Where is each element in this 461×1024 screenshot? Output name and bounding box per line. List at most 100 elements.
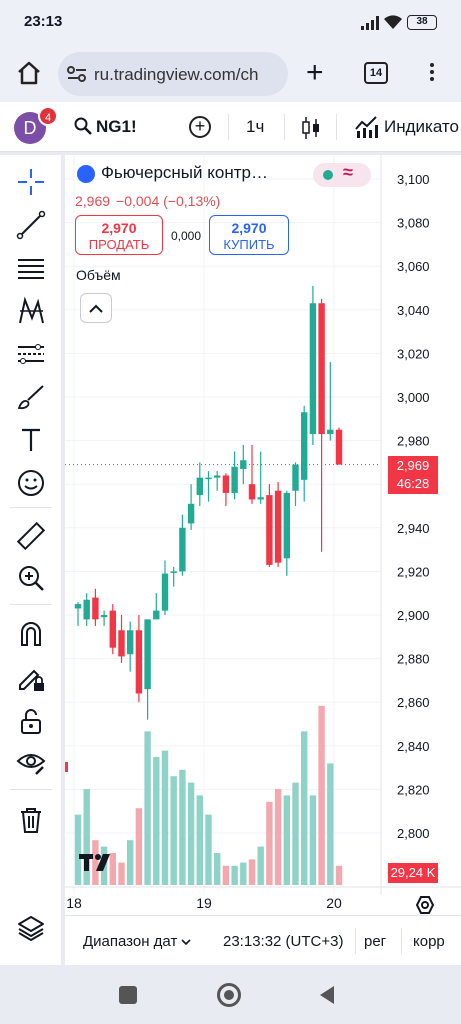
chart-panel[interactable]: 3,1003,0803,0603,0403,0203,0002,9802,960… (65, 155, 461, 965)
chart-bottom-bar: Диапазон дат 23:13:32 (UTC+3) рег корр (65, 915, 461, 965)
trade-buttons: 2,970 ПРОДАТЬ 0,000 2,970 КУПИТЬ (75, 215, 385, 259)
candle-body (335, 429, 343, 465)
tab-switcher-button[interactable]: 14 (364, 62, 388, 84)
trash-icon[interactable] (14, 803, 48, 837)
candle-body (222, 475, 230, 493)
add-symbol-button[interactable]: + (189, 116, 211, 138)
market-open-icon (323, 170, 333, 180)
buy-button[interactable]: 2,970 КУПИТЬ (209, 215, 289, 255)
volume-bar (257, 846, 264, 885)
address-bar[interactable]: ru.tradingview.com/ch (58, 52, 288, 96)
adjustment-button[interactable]: корр (413, 933, 445, 950)
emoji-icon[interactable] (14, 466, 48, 500)
fib-icon[interactable] (14, 337, 48, 371)
y-tick-label: 3,100 (397, 172, 430, 187)
volume-bar (214, 853, 221, 885)
symbol-title[interactable]: Фьючерсный контр… (101, 163, 268, 182)
y-tick-label: 2,860 (397, 695, 430, 710)
unlock-icon[interactable] (14, 704, 48, 738)
market-status-pill[interactable]: ≈ (313, 162, 371, 187)
sell-price: 2,970 (101, 220, 137, 236)
candle-body (127, 630, 134, 655)
browser-bar: ru.tradingview.com/ch + 14 (0, 46, 461, 102)
collapse-legend-button[interactable] (80, 293, 112, 323)
lock-pencil-icon[interactable] (14, 661, 48, 695)
back-icon[interactable] (318, 985, 336, 1005)
divider (10, 604, 52, 605)
chart-canvas[interactable]: 3,1003,0803,0603,0403,0203,0002,9802,960… (65, 155, 461, 915)
volume-bar (144, 731, 151, 885)
new-tab-icon[interactable]: + (306, 56, 324, 89)
gear-icon[interactable] (415, 895, 435, 915)
zoom-in-icon[interactable] (14, 561, 48, 595)
recent-apps-icon[interactable] (119, 986, 137, 1004)
session-button[interactable]: рег (364, 933, 387, 950)
candle-body (196, 477, 203, 496)
home-icon[interactable] (14, 58, 44, 88)
magnet-icon[interactable] (14, 617, 48, 651)
y-tick-label: 2,820 (397, 782, 430, 797)
volume-bar (170, 776, 177, 885)
volume-bar (92, 840, 99, 885)
candle-body (144, 619, 151, 690)
chevron-up-icon (89, 304, 103, 313)
volume-bar (109, 853, 116, 885)
current-price-tag: 2,969 46:28 (388, 456, 438, 494)
date-range-button[interactable]: Диапазон дат (83, 933, 192, 950)
horizontal-lines-icon[interactable] (14, 251, 48, 285)
candle-body (266, 495, 273, 565)
layers-icon[interactable] (14, 911, 48, 945)
brush-icon[interactable] (14, 380, 48, 414)
volume-bar (161, 750, 169, 885)
candle-body (153, 610, 160, 620)
y-tick-label: 2,880 (397, 652, 430, 667)
candle-body (109, 610, 116, 648)
volume-bar (153, 757, 160, 885)
interval-button[interactable]: 1ч (246, 117, 265, 136)
volume-bar (196, 795, 203, 885)
search-icon[interactable] (74, 117, 92, 135)
sell-label: ПРОДАТЬ (88, 237, 150, 252)
crosshair-icon[interactable] (14, 165, 48, 199)
volume-bar (231, 865, 238, 885)
volume-tag: 29,24 K (388, 863, 438, 883)
flame-icon (77, 165, 95, 183)
divider (355, 928, 356, 954)
home-nav-icon[interactable] (217, 983, 241, 1007)
volume-legend[interactable]: Объём (76, 267, 121, 283)
text-icon[interactable] (14, 423, 48, 457)
volume-bar (318, 705, 325, 885)
indicators-button[interactable]: Индикато (384, 117, 459, 136)
wifi-icon (384, 15, 402, 29)
notification-badge: 4 (38, 106, 58, 126)
sell-button[interactable]: 2,970 ПРОДАТЬ (75, 215, 163, 255)
y-tick-label: 3,060 (397, 259, 430, 274)
candle-body (318, 303, 325, 435)
volume-bar (266, 801, 273, 885)
candles-icon[interactable] (300, 115, 322, 141)
pattern-icon[interactable] (14, 294, 48, 328)
divider (228, 114, 229, 140)
spread-value: 0,000 (171, 229, 202, 243)
more-menu-icon[interactable] (426, 60, 438, 88)
trend-line-icon[interactable] (14, 208, 48, 242)
timezone-clock[interactable]: 23:13:32 (UTC+3) (223, 933, 344, 950)
eye-icon[interactable] (14, 745, 48, 779)
candle-body (170, 571, 177, 573)
volume-bar (83, 789, 90, 885)
ruler-icon[interactable] (14, 519, 48, 553)
symbol-button[interactable]: NG1! (96, 117, 137, 136)
y-tick-label: 2,980 (397, 434, 430, 449)
x-tick-label: 18 (66, 895, 82, 911)
candle-body (135, 630, 143, 694)
candle-body (100, 615, 108, 618)
volume-bar (274, 789, 282, 885)
site-settings-icon[interactable] (66, 66, 88, 82)
volume-bar (118, 862, 125, 885)
candle-body (187, 503, 195, 524)
volume-bar (240, 862, 247, 885)
indicators-icon[interactable] (354, 115, 380, 139)
y-tick-label: 2,840 (397, 739, 430, 754)
y-tick-label: 3,020 (397, 346, 430, 361)
candle-body (301, 412, 308, 480)
